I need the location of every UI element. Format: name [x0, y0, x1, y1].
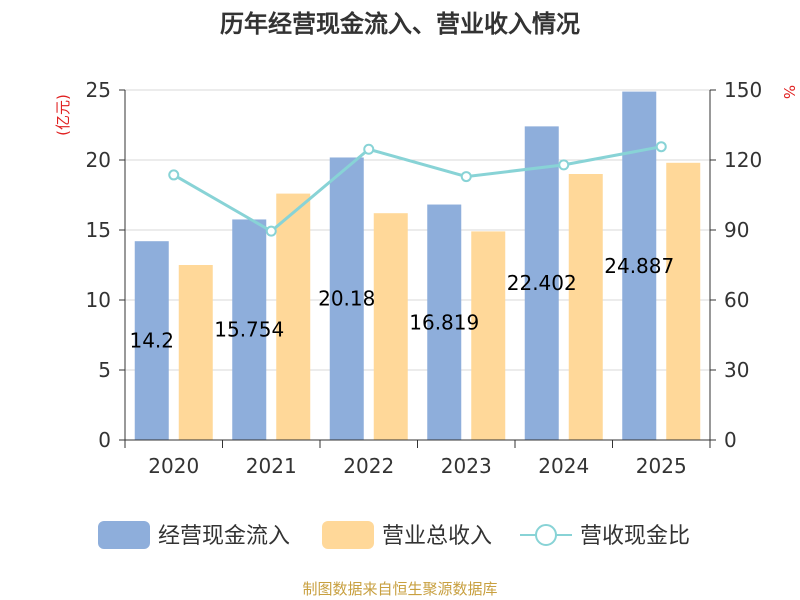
- bar-revenue: [471, 231, 506, 440]
- bar-data-label: 16.819: [409, 310, 479, 334]
- bar-revenue: [373, 213, 408, 440]
- x-axis-tick-label: 2022: [343, 454, 394, 478]
- bar-cash-inflow: [524, 126, 559, 440]
- bar-data-label: 20.18: [318, 287, 375, 311]
- bar-revenue: [178, 265, 213, 440]
- bar-data-label: 24.887: [604, 254, 674, 278]
- ratio-line-point: [655, 141, 667, 153]
- legend-label: 营业总收入: [382, 524, 492, 549]
- bars: [134, 91, 701, 441]
- right-axis-unit: %: [780, 85, 798, 99]
- legend-label: 经营现金流入: [158, 524, 290, 549]
- bar-cash-inflow: [232, 219, 267, 440]
- bar-cash-inflow: [329, 157, 364, 441]
- ratio-line-point: [168, 169, 180, 181]
- ratio-line-point: [265, 225, 277, 237]
- bar-data-label: 22.402: [507, 271, 577, 295]
- right-axis-tick-label: 0: [724, 428, 737, 452]
- chart-title: 历年经营现金流入、营业收入情况: [220, 10, 580, 38]
- bar-revenue: [276, 193, 311, 440]
- left-axis-tick-label: 25: [86, 78, 111, 102]
- bar-cash-inflow: [427, 204, 462, 440]
- left-axis-tick-label: 5: [98, 358, 111, 382]
- right-axis-tick-label: 60: [724, 288, 749, 312]
- x-axis-tick-label: 2025: [636, 454, 687, 478]
- data-labels: 14.2 15.754 20.18 16.819 22.402 24.887: [129, 254, 674, 353]
- left-axis-tick-label: 0: [98, 428, 111, 452]
- data-source-note: 制图数据来自恒生聚源数据库: [302, 580, 497, 598]
- x-axis-tick-label: 2020: [148, 454, 199, 478]
- ratio-line-point: [363, 143, 375, 155]
- legend-label: 营收现金比: [580, 524, 690, 549]
- ratio-line-point: [558, 159, 570, 171]
- bar-data-label: 14.2: [129, 329, 174, 353]
- left-axis-tick-label: 20: [86, 148, 111, 172]
- legend-swatch-marker: [535, 524, 557, 546]
- left-axis-tick-label: 15: [86, 218, 111, 242]
- right-axis-tick-label: 120: [724, 148, 762, 172]
- x-axis-tick-label: 2021: [246, 454, 297, 478]
- bar-cash-inflow: [134, 241, 169, 440]
- left-axis-tick-label: 10: [86, 288, 111, 312]
- legend-swatch: [98, 521, 150, 549]
- bar-revenue: [666, 162, 701, 441]
- bar-data-label: 15.754: [214, 318, 284, 342]
- x-axis-tick-label: 2024: [538, 454, 589, 478]
- bar-revenue: [568, 174, 603, 440]
- right-axis-tick-label: 150: [724, 78, 762, 102]
- right-axis-tick-label: 30: [724, 358, 749, 382]
- ratio-line-point: [460, 171, 472, 183]
- right-axis-tick-label: 90: [724, 218, 749, 242]
- x-axis-tick-label: 2023: [441, 454, 492, 478]
- ratio-line: [168, 141, 667, 237]
- legend: 经营现金流入 营业总收入 营收现金比: [98, 521, 690, 549]
- ratio-line-path: [173, 145, 662, 233]
- left-axis-unit: (亿元): [54, 94, 72, 136]
- legend-swatch: [322, 521, 374, 549]
